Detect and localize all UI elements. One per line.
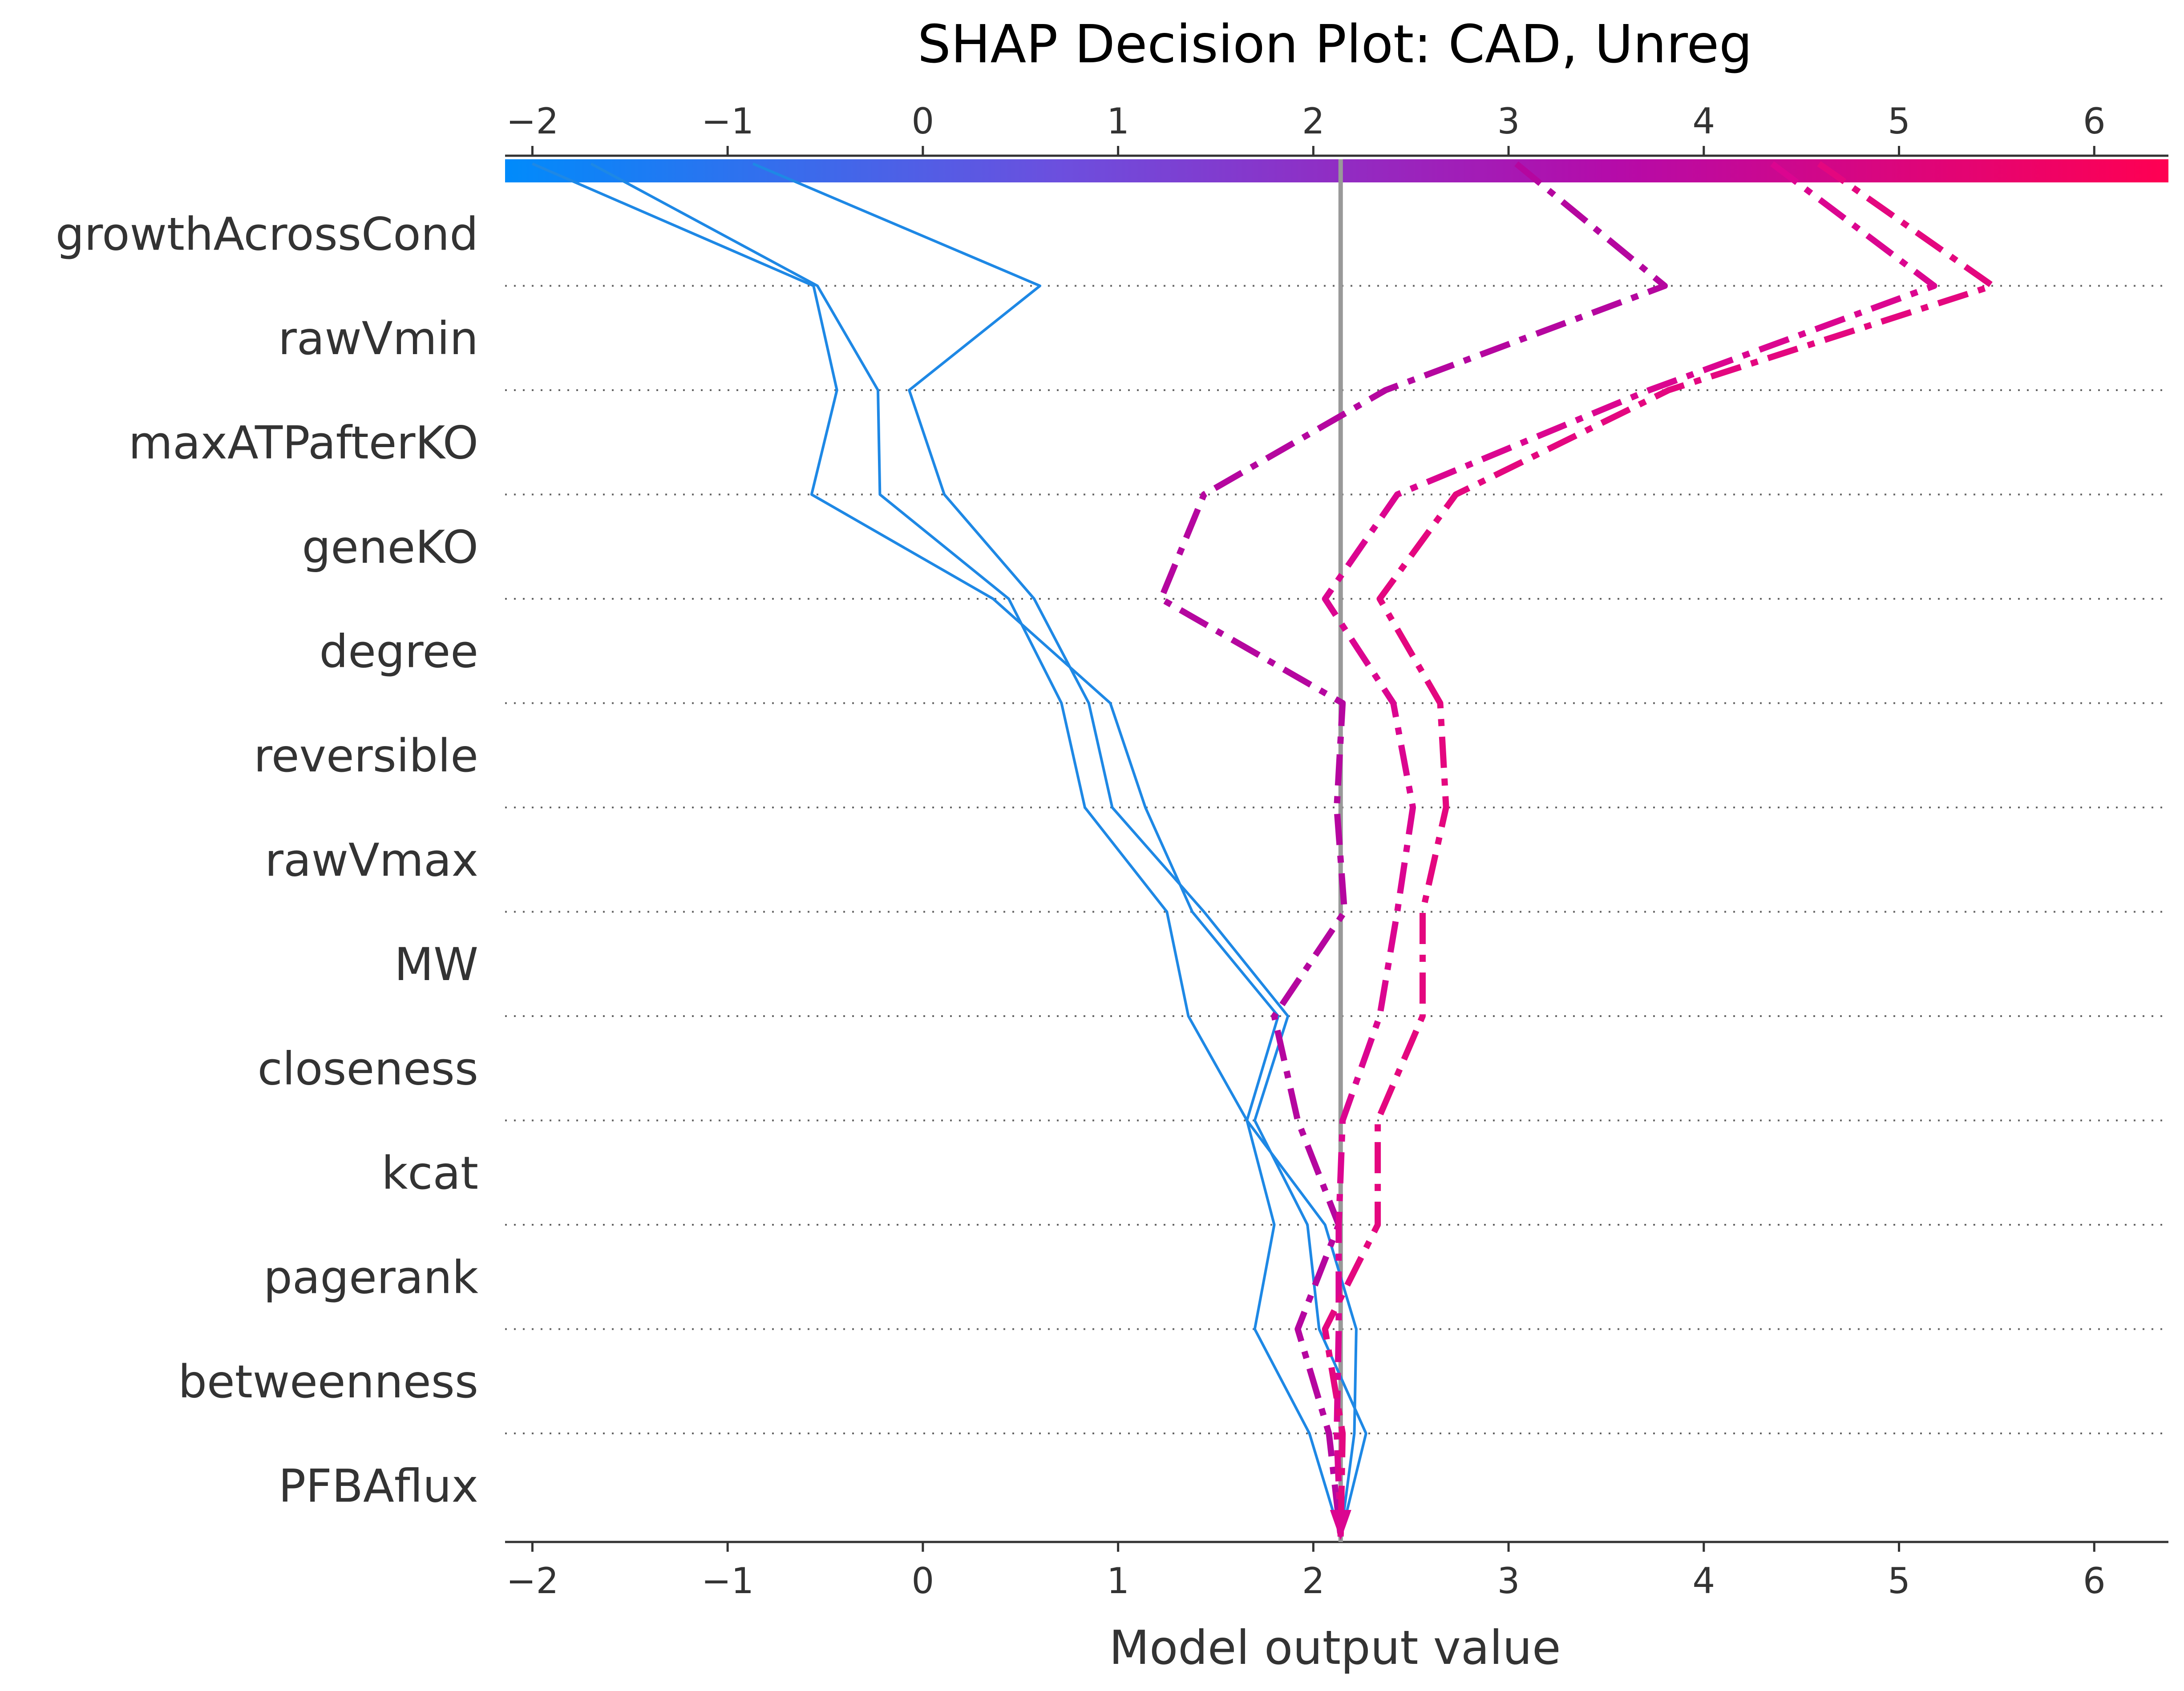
feature-label: geneKO — [302, 521, 479, 574]
feature-label: closeness — [258, 1042, 478, 1095]
top-tick-label: 3 — [1497, 101, 1520, 142]
series-line-3 — [752, 162, 1367, 1537]
chart-title: SHAP Decision Plot: CAD, Unreg — [918, 13, 1752, 75]
colorbar — [505, 159, 2168, 182]
series-line-5 — [1322, 161, 1937, 1537]
series-line-4 — [1158, 161, 1668, 1537]
top-tick-label: 4 — [1692, 101, 1715, 142]
grid-lines — [505, 285, 2168, 1434]
bottom-axis: −2 −1 0 1 2 3 4 5 6 — [505, 1541, 2168, 1602]
bottom-tick-label: 4 — [1692, 1560, 1715, 1602]
bottom-tick-label: −1 — [701, 1560, 754, 1602]
series-line-1 — [532, 162, 1358, 1537]
top-tick-label: −2 — [506, 101, 558, 142]
top-tick-label: 2 — [1302, 101, 1325, 142]
top-tick-label: 5 — [1888, 101, 1910, 142]
feature-label: growthAcrossCond — [56, 208, 478, 261]
top-tick-label: 0 — [911, 101, 934, 142]
feature-label: degree — [320, 625, 478, 678]
feature-label: rawVmax — [265, 834, 478, 887]
bottom-tick-label: 1 — [1107, 1560, 1129, 1602]
bottom-tick-label: 2 — [1302, 1560, 1325, 1602]
bottom-tick-label: 5 — [1888, 1560, 1910, 1602]
top-axis: −2 −1 0 1 2 3 4 5 6 — [505, 101, 2168, 157]
bottom-tick-label: 3 — [1497, 1560, 1520, 1602]
x-axis-label: Model output value — [1109, 1621, 1561, 1675]
series-lines — [532, 161, 1996, 1540]
feature-label: PFBAflux — [279, 1460, 478, 1513]
feature-labels: growthAcrossCond rawVmin maxATPafterKO gene… — [56, 208, 478, 1513]
top-tick-label: 6 — [2083, 101, 2106, 142]
feature-label: pagerank — [263, 1251, 478, 1304]
feature-label: rawVmin — [278, 312, 478, 365]
top-tick-label: 1 — [1107, 101, 1129, 142]
feature-label: betweenness — [178, 1356, 478, 1408]
feature-label: kcat — [381, 1147, 478, 1200]
feature-label: maxATPafterKO — [129, 416, 478, 469]
bottom-tick-label: 0 — [911, 1560, 934, 1602]
feature-label: MW — [394, 938, 478, 991]
top-tick-label: −1 — [701, 101, 754, 142]
bottom-tick-label: 6 — [2083, 1560, 2106, 1602]
output-arrow-marker — [1330, 1510, 1351, 1540]
series-line-2 — [590, 162, 1342, 1537]
feature-label: reversible — [254, 730, 478, 783]
series-line-6 — [1322, 161, 1996, 1537]
bottom-tick-label: −2 — [506, 1560, 558, 1602]
